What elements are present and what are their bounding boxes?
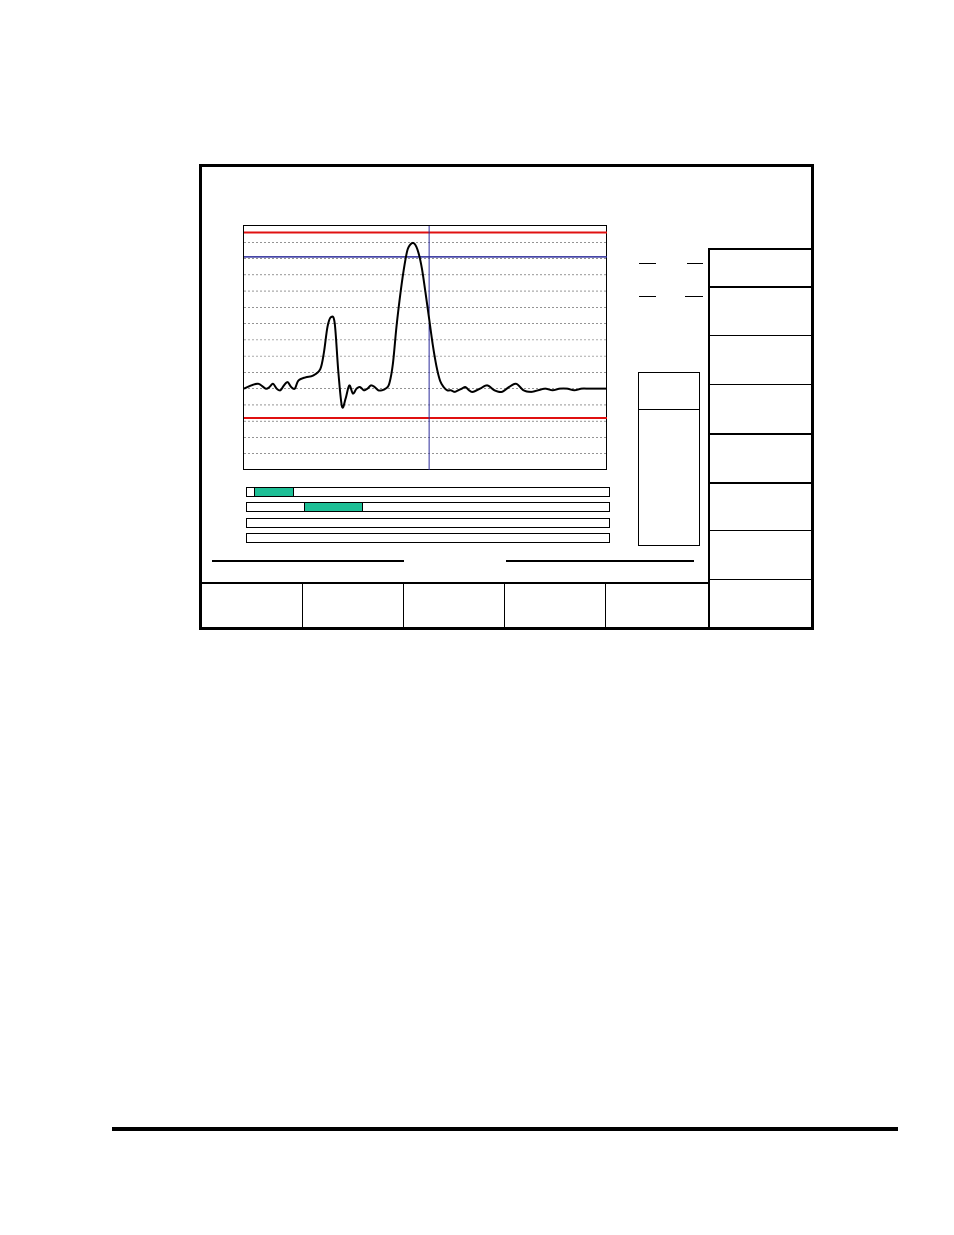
bottom-key-2[interactable] [303, 584, 404, 627]
progress-bar-4 [246, 533, 610, 543]
analyzer-screen [199, 164, 814, 630]
side-info-divider [639, 409, 699, 410]
softkey-4[interactable] [710, 384, 811, 433]
dash-mark-4 [685, 296, 703, 297]
trace-plot [243, 225, 607, 470]
limit-lines [244, 231, 607, 419]
softkey-2[interactable] [710, 286, 811, 335]
grid-lines [244, 241, 607, 455]
bottom-key-1[interactable] [202, 584, 303, 627]
dash-mark-2 [687, 263, 703, 264]
dash-mark-3 [639, 296, 656, 297]
progress-fill-1 [254, 488, 295, 496]
dash-mark-1 [639, 263, 656, 264]
softkey-3[interactable] [710, 335, 811, 384]
progress-bar-3 [246, 518, 610, 528]
progress-bar-2 [246, 502, 610, 512]
trace-layer [243, 241, 607, 409]
page-footer-rule [112, 1127, 898, 1131]
softkey-8[interactable] [710, 579, 811, 627]
softkey-column [708, 248, 811, 627]
progress-fill-2 [303, 503, 363, 511]
bottom-key-4[interactable] [505, 584, 606, 627]
softkey-6[interactable] [710, 482, 811, 530]
left-underline [212, 560, 404, 562]
progress-bar-1 [246, 487, 610, 497]
softkey-7[interactable] [710, 530, 811, 579]
trace-line-1 [243, 241, 607, 409]
side-info-box [638, 372, 700, 546]
bottom-key-3[interactable] [404, 584, 505, 627]
plot-border [243, 225, 607, 470]
bottom-key-5[interactable] [606, 584, 708, 627]
marker-lines [244, 226, 607, 470]
right-underline [506, 560, 694, 562]
bottom-key-row [202, 582, 708, 584]
softkey-5[interactable] [710, 433, 811, 482]
softkey-1[interactable] [710, 248, 811, 286]
